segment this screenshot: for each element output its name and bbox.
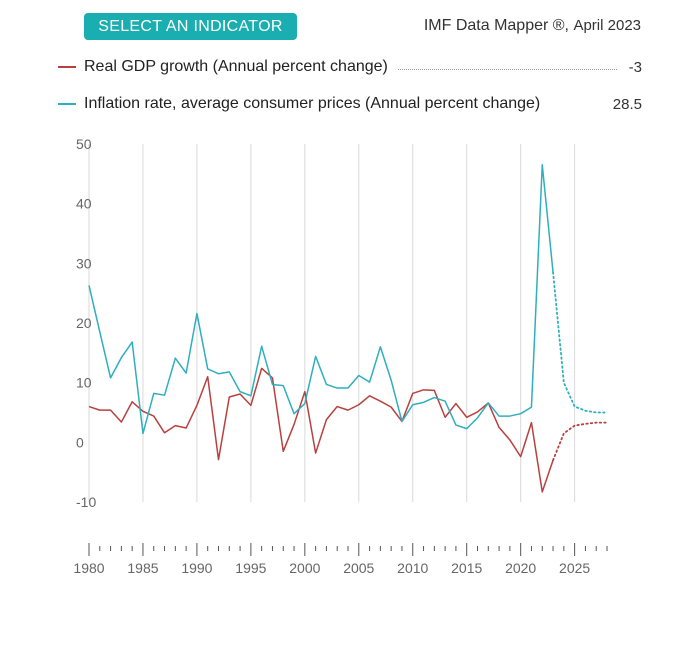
legend-leader-dots: [397, 68, 617, 70]
x-tick-label: 1995: [235, 560, 266, 576]
brand-name: IMF Data Mapper ®,: [423, 17, 569, 34]
y-tick-label: 50: [76, 136, 92, 152]
x-tick-label: 2000: [289, 560, 320, 576]
inflation-series-line: [88, 164, 554, 435]
brand-credit: IMF Data Mapper ®, April 2023: [424, 17, 641, 35]
x-tick-label: 2005: [343, 560, 374, 576]
x-tick-label: 1990: [181, 560, 212, 576]
x-tick-label: 2015: [451, 560, 482, 576]
legend-value-inflation: 28.5: [612, 95, 642, 113]
legend-item-gdp[interactable]: Real GDP growth (Annual percent change) …: [58, 56, 642, 78]
edition-label: April 2023: [573, 17, 641, 34]
gdp-swatch: [58, 66, 76, 68]
y-tick-label: 20: [76, 315, 92, 331]
legend-label-inflation: Inflation rate, average consumer prices …: [84, 95, 541, 112]
gdp-projection-line: [552, 421, 608, 462]
y-tick-label: 30: [76, 255, 92, 271]
legend-item-inflation[interactable]: Inflation rate, average consumer prices …: [58, 93, 642, 115]
y-tick-label: 40: [76, 196, 92, 212]
legend-value-gdp: -3: [628, 58, 642, 76]
y-tick-label: -10: [76, 494, 96, 510]
y-tick-label: 10: [76, 375, 92, 391]
gdp-series-line: [88, 367, 554, 493]
select-indicator-button[interactable]: SELECT AN INDICATOR: [84, 13, 297, 40]
inflation-swatch: [58, 103, 76, 105]
x-tick-label: 1985: [127, 560, 158, 576]
x-tick-label: 2020: [505, 560, 536, 576]
x-tick-label: 1980: [73, 560, 104, 576]
x-tick-label: 2025: [559, 560, 590, 576]
inflation-projection-line: [552, 271, 608, 414]
legend-label-gdp: Real GDP growth (Annual percent change): [84, 58, 388, 75]
x-tick-label: 2010: [397, 560, 428, 576]
y-tick-label: 0: [76, 434, 84, 450]
